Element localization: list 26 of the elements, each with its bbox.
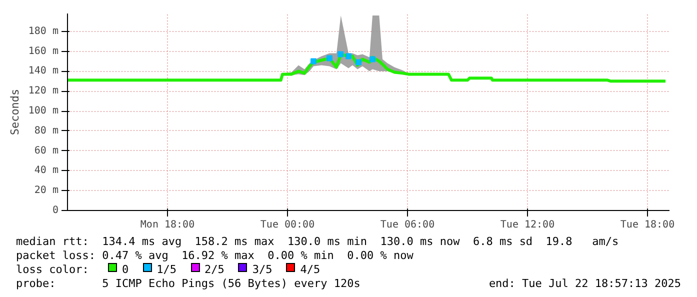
text: median rtt: 134.4 ms avg 158.2 ms max 130.0 ms min 130.0 ms now 6.8 ms sd 19.8 am/s	[16, 235, 620, 249]
text: packet loss: 0.47 % avg 16.92 % max 0.00 % min 0.00 % now	[16, 249, 414, 263]
x-tick-label: Tue 00:00	[260, 220, 315, 230]
legend-label: 3/5	[252, 263, 272, 277]
y-tick-label: 20 m	[34, 185, 59, 196]
y-tick-label: 180 m	[28, 26, 59, 37]
text: end: Tue Jul 22 18:57:13 2025	[488, 277, 681, 291]
x-tick-label: Tue 12:00	[500, 220, 555, 230]
x-tick-label: Tue 18:00	[620, 220, 675, 230]
y-tick-label: 120 m	[28, 86, 59, 97]
legend-label: 4/5	[300, 263, 320, 277]
y-tick-label: 0	[52, 205, 59, 216]
x-tick-label: Tue 06:00	[380, 220, 435, 230]
x-tick-label: Mon 18:00	[140, 220, 195, 230]
y-axis-title: Seconds	[8, 88, 22, 136]
y-tick-label: 80 m	[34, 125, 59, 136]
legend-label: 1/5	[156, 263, 176, 277]
legend-label: 2/5	[204, 263, 224, 277]
text: probe: 5 ICMP Echo Pings (56 Bytes) every 120s	[16, 277, 360, 291]
legend-label: 0	[122, 263, 129, 277]
y-tick-label: 160 m	[28, 46, 59, 57]
y-tick-label: 40 m	[34, 165, 59, 176]
legend-title: loss color:	[16, 263, 90, 277]
y-tick-label: 100 m	[28, 106, 59, 117]
y-tick-label: 60 m	[34, 145, 59, 156]
y-tick-label: 140 m	[28, 66, 59, 77]
